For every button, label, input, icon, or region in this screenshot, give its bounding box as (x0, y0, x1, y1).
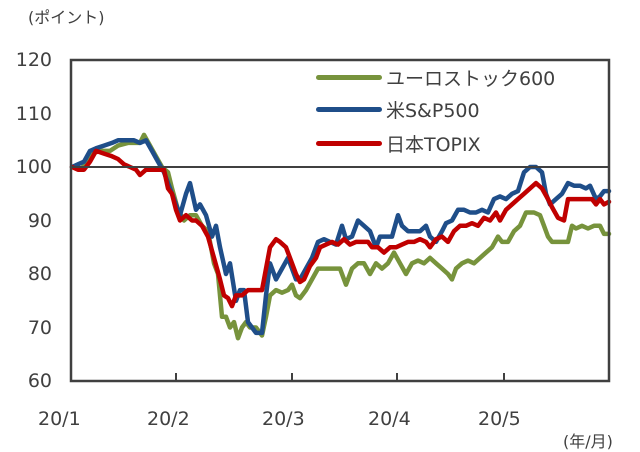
series-topix-line (69, 148, 612, 309)
x-axis-unit-label: (年/月) (563, 432, 613, 451)
legend-swatch-sp500 (316, 106, 382, 112)
legend: ユーロストック600 米S&P500 日本TOPIX (280, 60, 608, 167)
legend-swatch-topix (316, 140, 382, 146)
x-tick-20-2: 20/2 (147, 408, 190, 430)
y-tick-100: 100 (15, 156, 52, 178)
y-tick-90: 90 (27, 210, 52, 232)
legend-item-topix: 日本TOPIX (316, 130, 481, 156)
series-lines (69, 132, 612, 341)
legend-label-topix: 日本TOPIX (386, 133, 481, 156)
y-tick-70: 70 (27, 317, 52, 339)
y-tick-80: 80 (27, 263, 52, 285)
legend-label-eurostoxx: ユーロストック600 (386, 67, 556, 90)
x-axis-ticks (175, 373, 505, 381)
legend-label-sp500: 米S&P500 (386, 99, 480, 122)
x-tick-20-3: 20/3 (262, 408, 305, 430)
x-tick-20-1: 20/1 (38, 408, 81, 430)
legend-item-eurostoxx: ユーロストック600 (316, 64, 555, 90)
y-tick-60: 60 (27, 370, 52, 392)
legend-swatch-eurostoxx (316, 74, 382, 80)
y-tick-120: 120 (15, 49, 52, 71)
legend-item-sp500: 米S&P500 (316, 96, 480, 122)
x-tick-20-4: 20/4 (368, 408, 411, 430)
x-tick-20-5: 20/5 (478, 408, 521, 430)
y-tick-110: 110 (15, 103, 52, 125)
y-axis-unit-label: (ポイント) (28, 8, 105, 27)
plot-frame (69, 58, 611, 383)
